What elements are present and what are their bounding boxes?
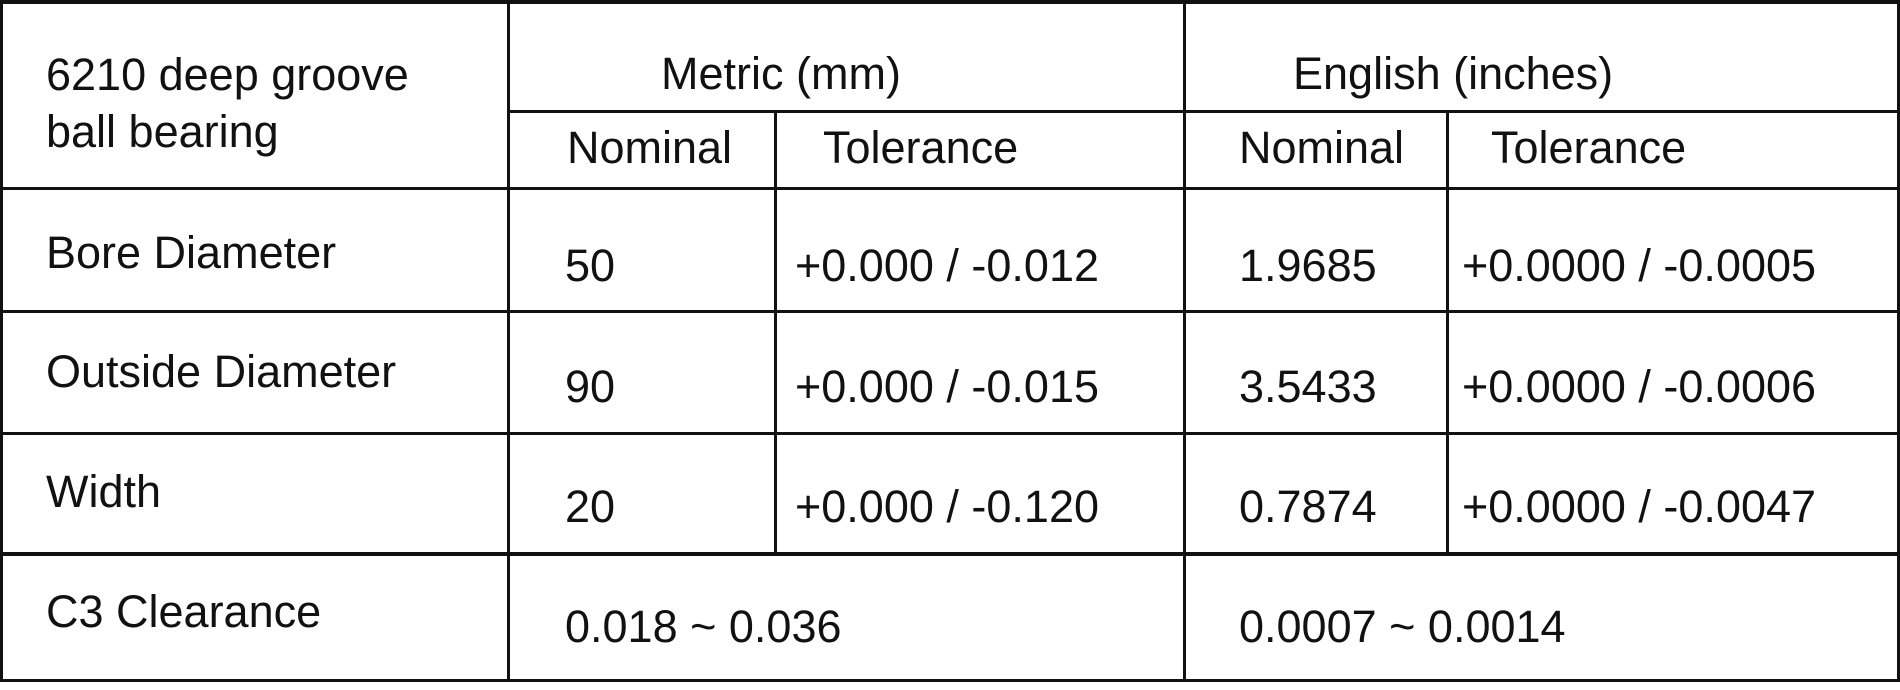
clearance-english-value: 0.0007 ~ 0.0014	[1239, 601, 1566, 652]
clearance-metric-value: 0.018 ~ 0.036	[565, 601, 842, 652]
cell-metric-tolerance: +0.000 / -0.012	[795, 240, 1099, 291]
clearance-divider	[0, 552, 1900, 556]
subheader-metric-tolerance: Tolerance	[823, 122, 1019, 173]
subheader-english-nominal: Nominal	[1239, 122, 1405, 173]
clearance-label: C3 Clearance	[46, 586, 322, 637]
row-label: Bore Diameter	[46, 227, 337, 278]
column-divider	[1183, 0, 1186, 682]
cell-english-tolerance: +0.0000 / -0.0047	[1462, 481, 1817, 532]
table-border-top	[0, 0, 1900, 4]
cell-english-tolerance: +0.0000 / -0.0006	[1462, 361, 1817, 412]
cell-english-nominal: 0.7874	[1239, 481, 1377, 532]
row-divider	[0, 432, 1900, 435]
cell-metric-nominal: 90	[565, 361, 616, 412]
group-header-english: English (inches)	[1293, 48, 1614, 99]
table-border-left	[0, 0, 3, 682]
corner-title-line: ball bearing	[46, 106, 279, 157]
cell-english-nominal: 3.5433	[1239, 361, 1377, 412]
cell-english-nominal: 1.9685	[1239, 240, 1377, 291]
column-divider	[774, 110, 777, 555]
group-header-metric: Metric (mm)	[661, 48, 901, 99]
row-label: Outside Diameter	[46, 346, 397, 397]
table-border-right	[1897, 0, 1900, 682]
cell-metric-nominal: 20	[565, 481, 616, 532]
cell-english-tolerance: +0.0000 / -0.0005	[1462, 240, 1817, 291]
subheader-english-tolerance: Tolerance	[1491, 122, 1687, 173]
column-divider	[507, 0, 510, 682]
corner-title-line: 6210 deep groove	[46, 49, 409, 100]
group-header-divider	[508, 110, 1900, 113]
header-bottom-border	[0, 187, 1900, 190]
column-divider	[1446, 110, 1449, 555]
table-border-bottom	[0, 679, 1900, 682]
cell-metric-tolerance: +0.000 / -0.015	[795, 361, 1099, 412]
cell-metric-tolerance: +0.000 / -0.120	[795, 481, 1099, 532]
cell-metric-nominal: 50	[565, 240, 616, 291]
subheader-metric-nominal: Nominal	[567, 122, 733, 173]
row-label: Width	[46, 466, 162, 517]
row-divider	[0, 310, 1900, 313]
